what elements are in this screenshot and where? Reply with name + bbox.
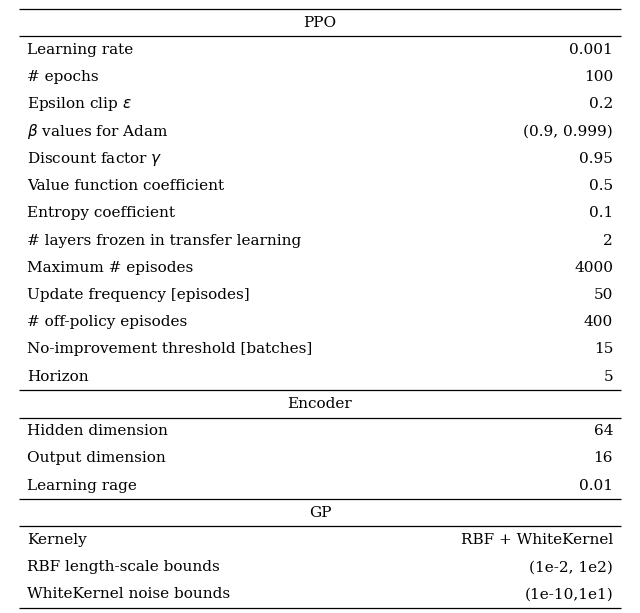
Text: WhiteKernel noise bounds: WhiteKernel noise bounds [27, 587, 230, 601]
Text: (1e-10,1e1): (1e-10,1e1) [524, 587, 613, 601]
Text: # off-policy episodes: # off-policy episodes [27, 315, 187, 329]
Text: Hidden dimension: Hidden dimension [27, 424, 168, 438]
Text: 100: 100 [584, 70, 613, 84]
Text: # epochs: # epochs [27, 70, 99, 84]
Text: 0.001: 0.001 [570, 43, 613, 57]
Text: 0.01: 0.01 [579, 479, 613, 493]
Text: 50: 50 [594, 288, 613, 302]
Text: Value function coefficient: Value function coefficient [27, 179, 224, 193]
Text: 0.95: 0.95 [579, 152, 613, 166]
Text: Horizon: Horizon [27, 370, 88, 384]
Text: Learning rate: Learning rate [27, 43, 133, 57]
Text: Discount factor $\gamma$: Discount factor $\gamma$ [27, 150, 163, 168]
Text: 16: 16 [594, 451, 613, 465]
Text: PPO: PPO [303, 16, 337, 30]
Text: 4000: 4000 [574, 261, 613, 275]
Text: Learning rage: Learning rage [27, 479, 137, 493]
Text: Epsilon clip $\epsilon$: Epsilon clip $\epsilon$ [27, 96, 132, 113]
Text: 2: 2 [604, 234, 613, 248]
Text: (0.9, 0.999): (0.9, 0.999) [524, 124, 613, 139]
Text: 0.1: 0.1 [589, 207, 613, 220]
Text: Entropy coefficient: Entropy coefficient [27, 207, 175, 220]
Text: $\beta$ values for Adam: $\beta$ values for Adam [27, 122, 168, 141]
Text: Update frequency [episodes]: Update frequency [episodes] [27, 288, 250, 302]
Text: Encoder: Encoder [287, 397, 353, 411]
Text: 0.2: 0.2 [589, 97, 613, 112]
Text: 400: 400 [584, 315, 613, 329]
Text: RBF length-scale bounds: RBF length-scale bounds [27, 560, 220, 574]
Text: GP: GP [308, 506, 332, 520]
Text: 64: 64 [594, 424, 613, 438]
Text: Output dimension: Output dimension [27, 451, 166, 465]
Text: No-improvement threshold [batches]: No-improvement threshold [batches] [27, 343, 312, 357]
Text: 0.5: 0.5 [589, 179, 613, 193]
Text: Maximum # episodes: Maximum # episodes [27, 261, 193, 275]
Text: Kernely: Kernely [27, 533, 86, 547]
Text: RBF + WhiteKernel: RBF + WhiteKernel [461, 533, 613, 547]
Text: (1e-2, 1e2): (1e-2, 1e2) [529, 560, 613, 574]
Text: 5: 5 [604, 370, 613, 384]
Text: # layers frozen in transfer learning: # layers frozen in transfer learning [27, 234, 301, 248]
Text: 15: 15 [594, 343, 613, 357]
